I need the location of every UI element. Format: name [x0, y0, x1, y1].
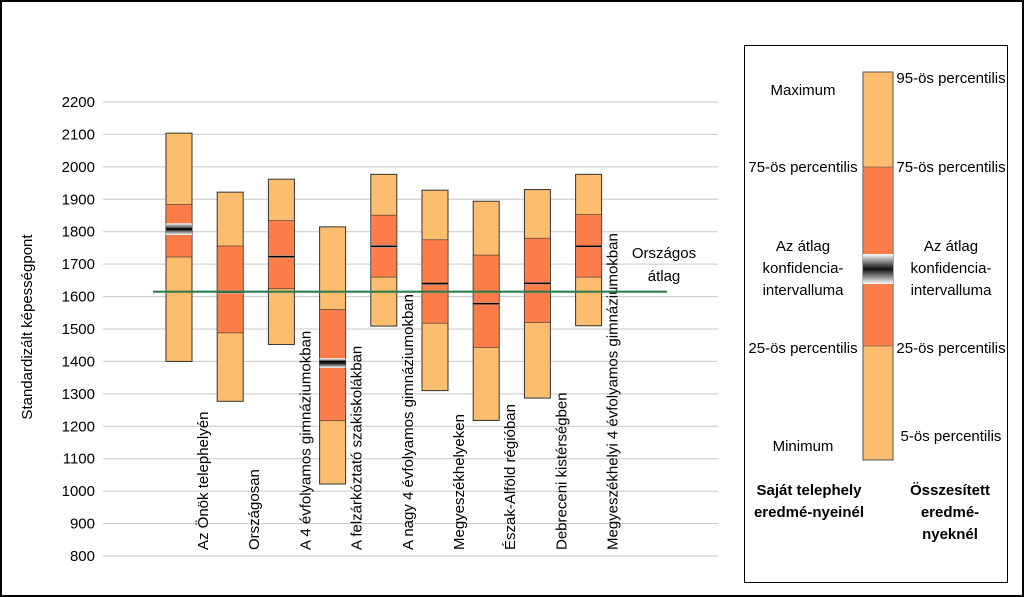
box-inner — [472, 254, 500, 348]
y-tick-label: 900 — [70, 516, 95, 533]
boxes-layer — [165, 132, 603, 485]
reference-line-label: átlag — [648, 268, 681, 285]
legend-right-label: 75-ös percentilis — [896, 159, 1006, 176]
category-label: Debreceni kistérségben — [553, 392, 570, 550]
legend-right-label: 25-ös percentilis — [896, 340, 1006, 357]
category-label: Az Önök telephelyén — [194, 412, 212, 550]
category-label: Megyeszékhelyi 4 évfolyamos gimnáziumokb… — [605, 233, 622, 550]
category-label: Országosan — [246, 469, 263, 550]
legend-left-label: 75-ös percentilis — [748, 159, 858, 176]
y-tick-label: 1600 — [62, 289, 95, 306]
legend-right-label: 95-ös percentilis — [896, 70, 1006, 87]
y-tick-label: 1000 — [62, 483, 95, 500]
legend-right-label: 5-ös percentilis — [900, 428, 1002, 445]
y-tick-label: 1800 — [62, 224, 95, 241]
legend: Maximum 75-ös percentilis Az átlag konfi… — [744, 45, 1008, 583]
category-label: Megyeszékhelyeken — [451, 414, 468, 550]
legend-swatch — [862, 71, 894, 461]
y-tick-label: 800 — [70, 548, 95, 565]
y-tick-label: 1700 — [62, 256, 95, 273]
category-labels: Az Önök telephelyén Országosan A 4 évfolya… — [194, 233, 622, 550]
category-label: A felzárkóztató szakiskolákban — [349, 346, 366, 550]
legend-right-label: Az átlag konfidencia-intervalluma — [910, 238, 992, 299]
box-inner — [268, 220, 295, 290]
box-inner — [421, 239, 449, 324]
box-inner — [216, 245, 244, 334]
y-tick-label: 1400 — [62, 353, 95, 370]
legend-left-label: Az átlag konfidencia-intervalluma — [762, 238, 844, 299]
y-tick-label: 1500 — [62, 321, 95, 338]
legend-left-label: Maximum — [770, 82, 836, 99]
legend-left-title: Saját telephely eredmé-nyeinél — [753, 482, 865, 521]
y-tick-label: 1900 — [62, 191, 95, 208]
y-tick-label: 1200 — [62, 418, 95, 435]
legend-left-label: 25-ös percentilis — [748, 340, 858, 357]
box-ci — [319, 358, 346, 368]
box-inner — [524, 237, 551, 323]
y-axis-label: Standardizált képességpont — [19, 234, 36, 420]
legend-ci-bar — [863, 254, 893, 284]
reference-line-label: Országos — [632, 245, 696, 262]
category-label: A nagy 4 évfolyamos gimnáziumokban — [400, 294, 417, 550]
legend-right-title: Összesített eredmé-nyeknél — [909, 482, 991, 543]
legend-left-label: Minimum — [772, 438, 834, 455]
y-tick-label: 2100 — [62, 126, 95, 143]
grid-layer — [103, 101, 718, 557]
y-tick-label: 1100 — [63, 451, 95, 468]
y-tick-label: 2200 — [62, 94, 95, 111]
y-tick-label: 1300 — [62, 386, 95, 403]
category-label: A 4 évfolyamos gimnáziumokban — [297, 331, 314, 550]
y-axis-ticks: 800 900 1000 1100 1200 1300 1400 1500 1600 1700 18… — [62, 94, 95, 565]
category-label: Észak-Alföld régióban — [502, 404, 519, 550]
y-tick-label: 2000 — [62, 159, 95, 176]
